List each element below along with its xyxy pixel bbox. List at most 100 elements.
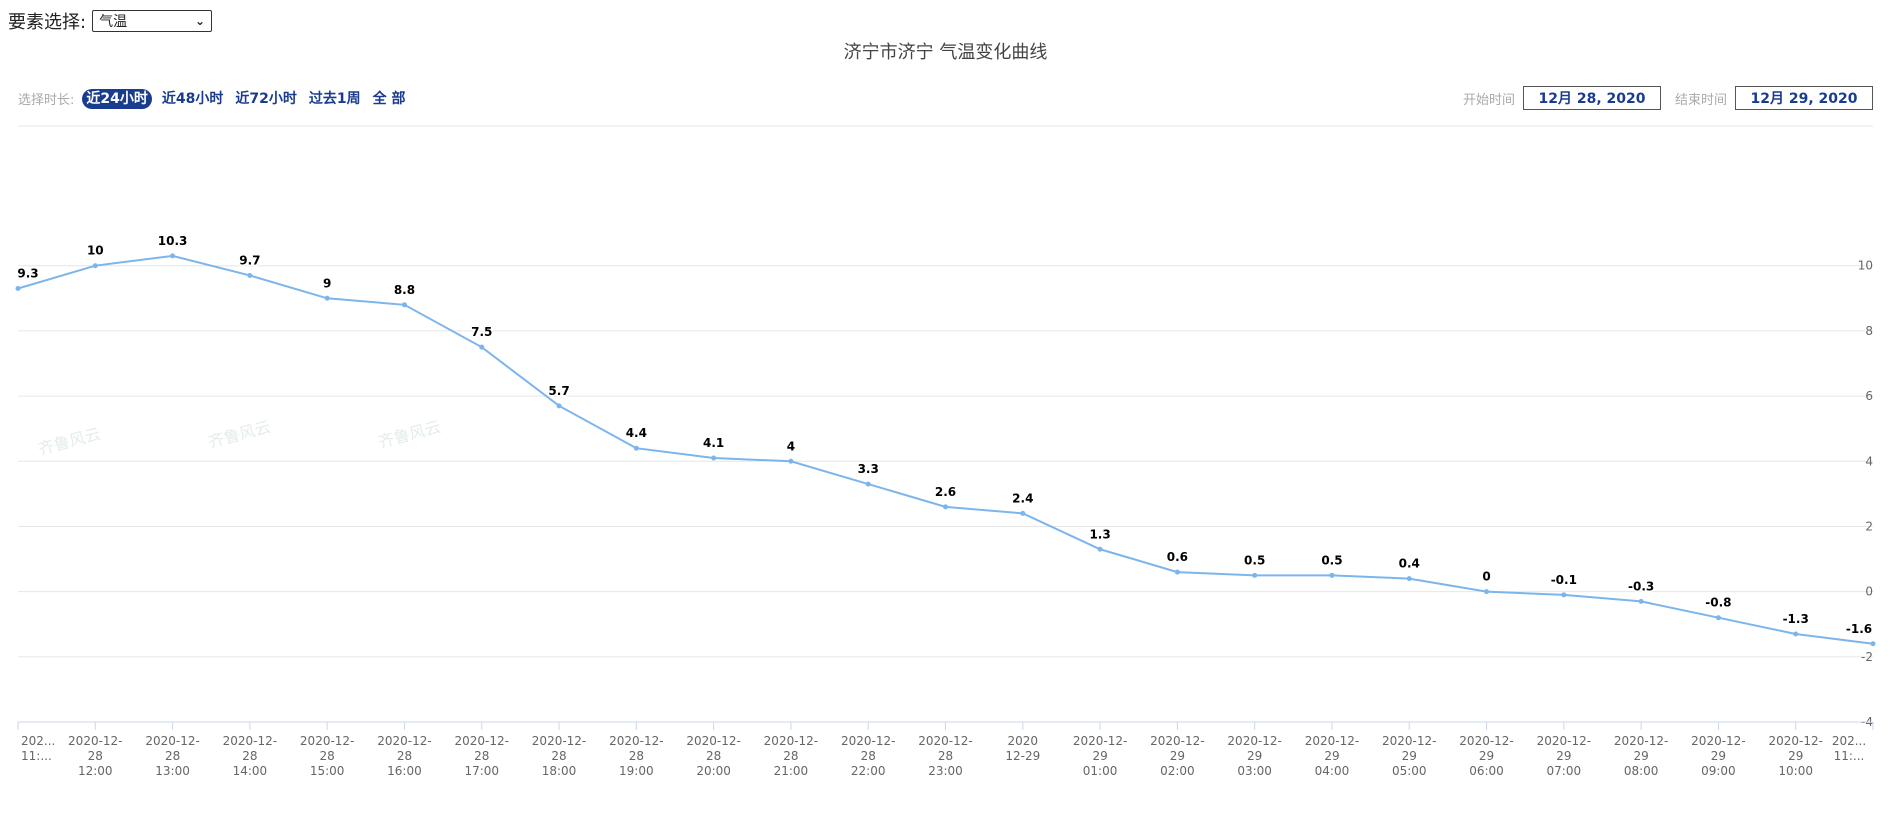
x-tick-label: 2020-12-28 13:00 — [145, 734, 199, 778]
chart-title: 济宁市济宁 气温变化曲线 — [843, 42, 1048, 63]
data-point[interactable] — [943, 504, 948, 510]
data-point[interactable] — [1252, 572, 1258, 578]
data-label: 0.4 — [1399, 557, 1420, 571]
data-point[interactable] — [1406, 576, 1412, 582]
range-button-1[interactable]: 近48小时 — [161, 91, 224, 107]
x-tick-label: 2020-12-28 22:00 — [841, 734, 895, 778]
data-label: 4.4 — [626, 426, 647, 440]
data-label: 9.3 — [17, 267, 38, 281]
data-label: 2.4 — [1012, 491, 1033, 505]
chevron-down-icon: ⌄ — [195, 14, 206, 28]
start-time-label: 开始时间 — [1462, 92, 1515, 108]
data-label: -0.8 — [1705, 596, 1731, 610]
data-point[interactable] — [865, 481, 871, 487]
data-label: 7.5 — [471, 325, 492, 339]
x-tick-label: 2020-12-28 16:00 — [377, 734, 431, 778]
x-tick-label: 2020-12-28 21:00 — [764, 734, 818, 778]
x-tick-label: 2020-12-29 02:00 — [1150, 734, 1204, 778]
y-tick-label: 4 — [1865, 454, 1873, 468]
y-tick-label: -2 — [1861, 650, 1873, 664]
data-point[interactable] — [633, 445, 639, 451]
data-point[interactable] — [1561, 592, 1567, 598]
x-tick-label: 2020-12-28 20:00 — [686, 734, 740, 778]
end-time-label: 结束时间 — [1674, 92, 1727, 108]
data-point[interactable] — [1174, 569, 1180, 575]
data-point[interactable] — [247, 272, 253, 278]
watermark-text: 齐鲁风云 — [36, 424, 103, 459]
x-tick-label: 2020-12-28 23:00 — [918, 734, 972, 778]
watermark-text: 齐鲁风云 — [206, 417, 273, 452]
data-label: 10.3 — [158, 234, 188, 248]
data-label: 0.6 — [1167, 550, 1188, 564]
watermark-text: 齐鲁风云 — [376, 417, 443, 452]
x-tick-label: 202... 11:... — [1832, 734, 1866, 763]
data-point[interactable] — [401, 302, 407, 308]
y-tick-label: 6 — [1865, 389, 1873, 403]
x-tick-label: 2020-12-28 18:00 — [532, 734, 586, 778]
element-select[interactable]: 气温 ⌄ — [92, 10, 213, 32]
data-label: 1.3 — [1089, 527, 1110, 541]
data-point[interactable] — [711, 455, 717, 461]
x-tick-label: 2020-12-29 08:00 — [1614, 734, 1668, 778]
data-label: 4 — [787, 439, 795, 453]
data-point[interactable] — [92, 263, 98, 269]
data-point[interactable] — [556, 403, 562, 409]
y-tick-label: 10 — [1858, 259, 1873, 273]
data-point[interactable] — [324, 295, 330, 301]
range-button-4[interactable]: 全 部 — [372, 91, 406, 107]
x-tick-label: 2020-12-29 01:00 — [1073, 734, 1127, 778]
data-point[interactable] — [1329, 572, 1335, 578]
data-point[interactable] — [1638, 598, 1644, 604]
x-tick-label: 2020-12-28 15:00 — [300, 734, 354, 778]
data-point[interactable] — [1020, 510, 1026, 516]
data-point[interactable] — [788, 458, 794, 464]
x-tick-label: 2020-12-28 12:00 — [68, 734, 122, 778]
data-label: 0 — [1482, 570, 1490, 584]
data-label: 3.3 — [858, 462, 879, 476]
end-time-input[interactable]: 12月 29, 2020 — [1735, 86, 1873, 110]
range-label: 选择时长: — [18, 92, 75, 108]
data-label: -1.6 — [1846, 622, 1872, 636]
data-point[interactable] — [1870, 641, 1876, 647]
data-label: -0.1 — [1551, 573, 1577, 587]
data-point[interactable] — [1715, 615, 1721, 621]
element-selector: 要素选择: 气温 ⌄ — [8, 8, 213, 34]
y-tick-label: 8 — [1865, 324, 1873, 338]
y-tick-label: 2 — [1865, 519, 1873, 533]
data-point[interactable] — [170, 253, 176, 259]
data-label: 0.5 — [1321, 553, 1342, 567]
x-tick-label: 2020-12-29 09:00 — [1691, 734, 1745, 778]
data-point[interactable] — [15, 286, 21, 292]
element-selector-label: 要素选择: — [8, 12, 87, 33]
data-point[interactable] — [479, 344, 485, 350]
data-label: 9 — [323, 276, 331, 290]
data-point[interactable] — [1793, 631, 1799, 637]
x-tick-label: 2020-12-29 05:00 — [1382, 734, 1436, 778]
data-label: 2.6 — [935, 485, 956, 499]
data-label: 4.1 — [703, 436, 724, 450]
temperature-series-line — [17, 254, 1874, 645]
data-label: 0.5 — [1244, 553, 1265, 567]
x-tick-label: 2020-12-29 06:00 — [1459, 734, 1513, 778]
range-button-3[interactable]: 过去1周 — [308, 91, 361, 107]
data-label: 10 — [87, 244, 104, 258]
data-label: 9.7 — [239, 253, 260, 267]
data-point[interactable] — [1484, 589, 1490, 595]
range-selector: 选择时长: 近24小时 近48小时 近72小时 过去1周全 部 — [18, 88, 415, 109]
data-label: -0.3 — [1628, 579, 1654, 593]
x-tick-label: 2020-12-29 10:00 — [1768, 734, 1822, 778]
data-label: -1.3 — [1783, 612, 1809, 626]
x-tick-label: 2020-12-29 03:00 — [1227, 734, 1281, 778]
x-tick-label: 202... 11:... — [21, 734, 55, 763]
y-tick-label: 0 — [1865, 585, 1873, 599]
x-tick-label: 2020 12-29 — [1005, 734, 1040, 763]
x-tick-label: 2020-12-29 04:00 — [1305, 734, 1359, 778]
start-time-input[interactable]: 12月 28, 2020 — [1522, 86, 1661, 110]
range-button-2[interactable]: 近72小时 — [235, 91, 297, 107]
range-button-0[interactable]: 近24小时 — [82, 89, 152, 109]
x-tick-label: 2020-12-28 19:00 — [609, 734, 663, 778]
x-tick-label: 2020-12-28 17:00 — [455, 734, 509, 778]
x-tick-label: 2020-12-28 14:00 — [223, 734, 277, 778]
data-point[interactable] — [1097, 546, 1103, 552]
